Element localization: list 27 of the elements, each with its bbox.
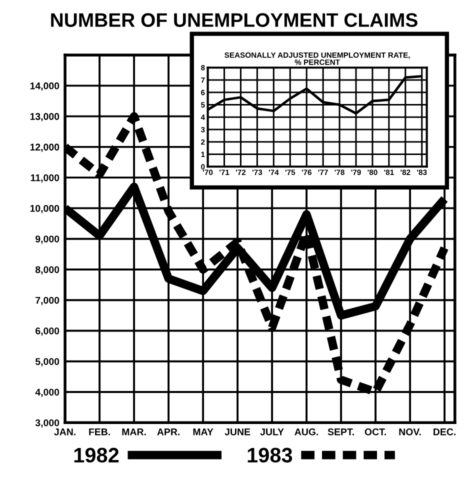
x-tick-label: DEC. — [434, 428, 456, 436]
y-tick-label: 3,000 — [35, 419, 60, 428]
y-tick-label: 14,000 — [30, 82, 60, 91]
y-tick-label: 4,000 — [35, 388, 60, 398]
x-tick-label: JUNE — [224, 428, 250, 436]
x-tick-label: OCT. — [364, 428, 386, 436]
x-tick-label: MAY — [193, 428, 214, 436]
x-tick-label: MAR. — [122, 428, 146, 436]
y-tick-label: 12,000 — [30, 144, 60, 152]
x-tick-label: NOV. — [399, 428, 421, 436]
x-tick-label: AUG. — [294, 428, 318, 436]
y-tick-label: 6,000 — [36, 327, 60, 336]
y-tick-label: 9,000 — [36, 236, 60, 244]
chart-title: NUMBER OF UNEMPLOYMENT CLAIMS — [51, 13, 418, 27]
x-tick-label: JAN. — [54, 428, 76, 436]
x-tick-label: SEPT. — [328, 428, 354, 436]
y-tick-label: 5,000 — [35, 358, 60, 366]
y-tick-label: 13,000 — [30, 113, 60, 122]
x-tick-label: FEB. — [89, 428, 110, 436]
y-tick-label: 11,000 — [30, 174, 60, 183]
x-tick-label: APR. — [157, 428, 180, 436]
x-tick-label: JULY — [260, 428, 284, 436]
legend-label: 1983 — [248, 448, 292, 463]
y-tick-label: 8,000 — [35, 266, 60, 274]
y-tick-label: 7,000 — [36, 296, 60, 306]
y-tick-label: 10,000 — [30, 204, 60, 214]
legend-label: 1982 — [74, 448, 119, 463]
